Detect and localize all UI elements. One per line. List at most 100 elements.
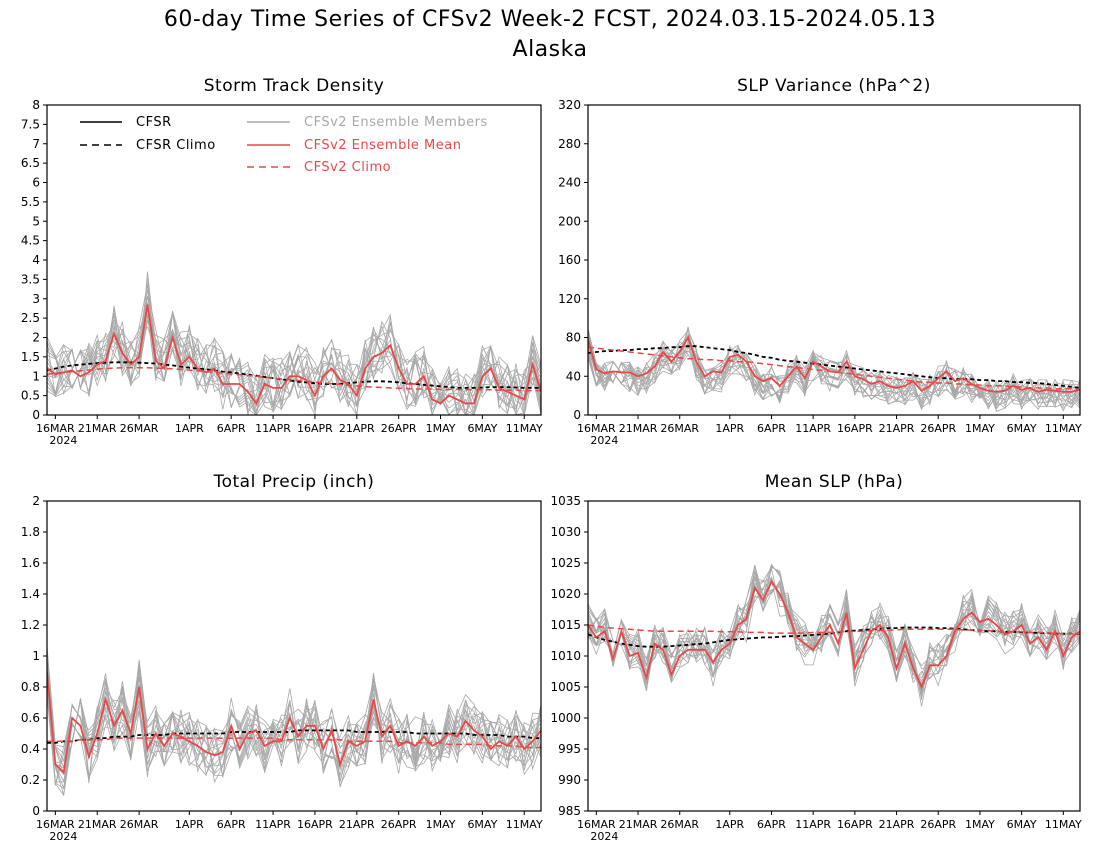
ensemble-member-line: [588, 339, 1080, 406]
y-tick-label: 7: [32, 137, 40, 151]
x-tick-label: 21MAR: [78, 422, 117, 435]
x-tick-label: 6APR: [757, 818, 786, 831]
x-tick-label: 26APR: [381, 422, 417, 435]
y-tick-label: 0.2: [21, 773, 40, 787]
ensemble-member-line: [588, 571, 1080, 684]
x-tick-label: 11MAY: [1045, 422, 1082, 435]
y-tick-label: 4: [32, 253, 40, 267]
figure-title: 60-day Time Series of CFSv2 Week-2 FCST,…: [164, 7, 936, 32]
x-tick-label: 26MAR: [120, 818, 159, 831]
x-tick-label: 1MAY: [965, 422, 995, 435]
x-year-label: 2024: [590, 434, 618, 447]
y-tick-label: 6: [32, 176, 40, 190]
ensemble-member-line: [588, 350, 1080, 410]
x-tick-label: 21MAR: [619, 818, 658, 831]
panel-title: SLP Variance (hPa^2): [737, 76, 931, 96]
y-tick-label: 1: [32, 649, 40, 663]
x-tick-label: 6MAY: [467, 818, 497, 831]
ensemble-member-line: [47, 659, 541, 783]
ensemble-members: [588, 326, 1080, 412]
storm-track-density-panel: Storm Track Density 0 0.5 1 1.5 2 2.5 3 3.5 4 4.5 5…: [21, 76, 543, 447]
y-tick-label: 4.5: [21, 234, 40, 248]
ensemble-member-line: [47, 296, 541, 414]
panel-title: Total Precip (inch): [213, 472, 375, 492]
ensemble-member-line: [47, 271, 541, 415]
y-tick-label: 5: [32, 214, 40, 228]
y-tick-label: 0.4: [21, 742, 40, 756]
x-tick-label: 16APR: [297, 818, 333, 831]
x-tick-label: 11APR: [795, 422, 831, 435]
ensemble-member-line: [588, 348, 1080, 412]
x-tick-label: 26APR: [381, 818, 417, 831]
ensemble-member-line: [47, 680, 541, 797]
y-tick-label: 1020: [550, 587, 581, 601]
x-tick-label: 1APR: [175, 422, 204, 435]
legend-label-members: CFSv2 Ensemble Members: [304, 115, 488, 130]
y-tick-label: 0.6: [21, 711, 40, 725]
plot-area: [588, 326, 1080, 412]
y-tick-label: 990: [558, 773, 581, 787]
y-tick-label: 2: [32, 494, 40, 508]
plot-area: [588, 563, 1080, 707]
series-cfsv2-ensemble-mean: [47, 671, 541, 775]
x-tick-label: 16MAR: [577, 818, 616, 831]
x-tick-label: 6MAY: [1007, 818, 1037, 831]
y-tick-label: 0: [573, 408, 581, 422]
series-cfsv2-climo: [47, 366, 541, 392]
total-precip-panel: Total Precip (inch) 0 0.2 0.4 0.6 0.8 1 1.2 1.4 1…: [21, 472, 543, 843]
x-tick-label: 21MAR: [78, 818, 117, 831]
ensemble-member-line: [47, 302, 541, 415]
y-tick-label: 1.8: [21, 525, 40, 539]
x-tick-label: 1MAY: [426, 818, 456, 831]
x-tick-label: 11APR: [795, 818, 831, 831]
x-tick-label: 6MAY: [1007, 422, 1037, 435]
y-tick-label: 0: [32, 408, 40, 422]
x-tick-label: 26MAR: [660, 422, 699, 435]
slp-variance-panel: SLP Variance (hPa^2) 0 40 80 120 160 200 240 280…: [558, 76, 1082, 447]
y-tick-label: 160: [558, 253, 581, 267]
y-tick-label: 7.5: [21, 117, 40, 131]
panel-title: Storm Track Density: [204, 76, 385, 96]
x-tick-label: 11MAY: [506, 422, 543, 435]
x-tick-label: 1APR: [715, 818, 744, 831]
ensemble-member-line: [47, 310, 541, 415]
y-tick-label: 1005: [550, 680, 581, 694]
y-tick-label: 40: [566, 369, 581, 383]
legend-label-cfsv2-climo: CFSv2 Climo: [304, 160, 391, 175]
panel-title: Mean SLP (hPa): [765, 472, 904, 492]
y-tick-label: 3.5: [21, 272, 40, 286]
x-tick-label: 21APR: [339, 422, 375, 435]
x-tick-label: 1MAY: [965, 818, 995, 831]
x-tick-label: 16APR: [297, 422, 333, 435]
y-tick-label: 1030: [550, 525, 581, 539]
x-tick-label: 11APR: [255, 422, 291, 435]
plot-area: [47, 271, 541, 415]
y-tick-label: 1000: [550, 711, 581, 725]
y-tick-label: 8: [32, 98, 40, 112]
x-year-label: 2024: [590, 830, 618, 843]
series-cfsv2-ensemble-mean: [588, 335, 1080, 393]
ensemble-member-line: [47, 302, 541, 415]
ensemble-members: [47, 271, 541, 415]
y-tick-label: 995: [558, 742, 581, 756]
x-tick-label: 16MAR: [36, 818, 75, 831]
legend-label-cfsr-climo: CFSR Climo: [136, 138, 216, 153]
x-year-label: 2024: [49, 434, 77, 447]
y-tick-label: 120: [558, 292, 581, 306]
y-tick-label: 80: [566, 331, 581, 345]
ensemble-member-line: [588, 344, 1080, 408]
x-tick-label: 26MAR: [660, 818, 699, 831]
x-year-label: 2024: [49, 830, 77, 843]
series-cfsv2-climo: [588, 624, 1080, 636]
y-tick-label: 1: [32, 369, 40, 383]
y-tick-label: 200: [558, 214, 581, 228]
plot-frame: [587, 500, 1081, 812]
ensemble-member-line: [588, 570, 1080, 691]
x-tick-label: 6APR: [217, 818, 246, 831]
series-cfsv2-climo: [588, 346, 1080, 391]
y-tick-label: 2: [32, 331, 40, 345]
y-tick-label: 280: [558, 137, 581, 151]
series-cfsv2-climo: [47, 737, 541, 749]
y-tick-label: 1035: [550, 494, 581, 508]
